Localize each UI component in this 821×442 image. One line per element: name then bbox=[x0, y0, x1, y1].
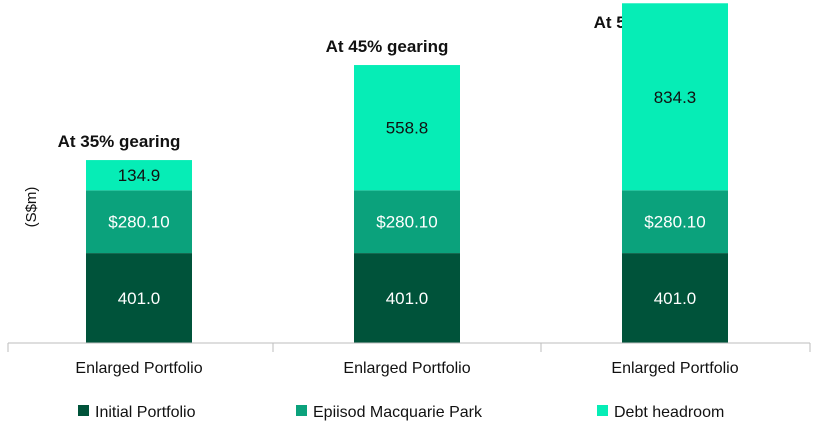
bar-segment bbox=[354, 190, 460, 254]
legend-label: Initial Portfolio bbox=[95, 404, 196, 421]
data-label: 401.0 bbox=[386, 289, 429, 308]
legend-swatch bbox=[296, 405, 307, 416]
data-label: 134.9 bbox=[118, 166, 161, 185]
data-label: 834.3 bbox=[654, 88, 697, 107]
category-label: Enlarged Portfolio bbox=[343, 360, 470, 377]
legend-label: Epiisod Macquarie Park bbox=[313, 404, 483, 421]
category-label: Enlarged Portfolio bbox=[75, 360, 202, 377]
legend-label: Debt headroom bbox=[614, 404, 724, 421]
bar-segment bbox=[354, 65, 460, 191]
data-label: $280.10 bbox=[376, 213, 437, 232]
group-title: At 35% gearing bbox=[58, 132, 181, 151]
group-title: At 45% gearing bbox=[326, 37, 449, 56]
y-axis-label: (S$m) bbox=[23, 187, 40, 228]
bar-segment bbox=[622, 190, 728, 254]
bar-segment bbox=[86, 253, 192, 343]
data-label: 401.0 bbox=[654, 289, 697, 308]
data-label: $280.10 bbox=[108, 213, 169, 232]
legend-swatch bbox=[78, 405, 89, 416]
data-label: 401.0 bbox=[118, 289, 161, 308]
bar-segment bbox=[86, 160, 192, 191]
bar-segment bbox=[622, 253, 728, 343]
data-label: 558.8 bbox=[386, 119, 429, 138]
legend-swatch bbox=[597, 405, 608, 416]
bar-segment bbox=[86, 190, 192, 254]
category-label: Enlarged Portfolio bbox=[611, 360, 738, 377]
bar-segment bbox=[354, 253, 460, 343]
bar-segment bbox=[622, 3, 728, 191]
data-label: $280.10 bbox=[644, 213, 705, 232]
